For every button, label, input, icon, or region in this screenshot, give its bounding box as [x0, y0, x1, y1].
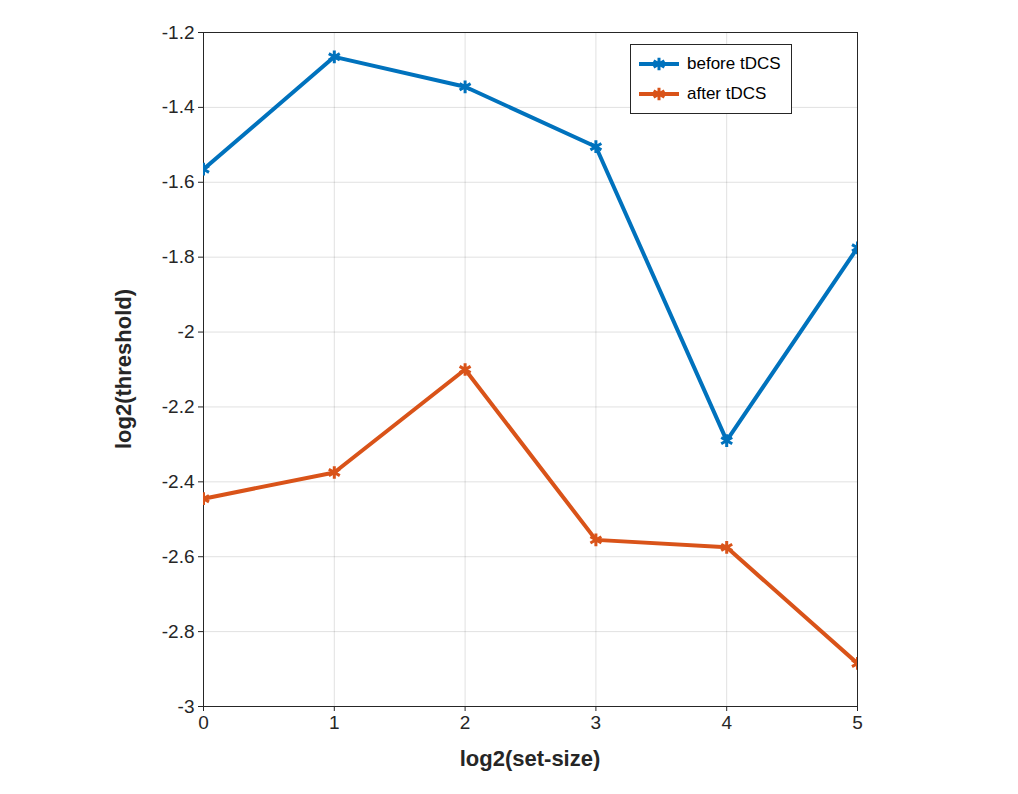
svg-text:-1.4: -1.4 [162, 96, 195, 117]
svg-text:-2.2: -2.2 [162, 396, 195, 417]
svg-text:-2: -2 [178, 321, 195, 342]
svg-text:-1.2: -1.2 [162, 22, 195, 43]
html-text:before tDCS: before tDCS [687, 54, 781, 73]
svg-text:-3: -3 [178, 696, 195, 717]
svg-text:log2(threshold): log2(threshold) [111, 289, 136, 449]
svg-text:0: 0 [198, 712, 209, 733]
svg-text:2: 2 [460, 712, 471, 733]
svg-text:-2.6: -2.6 [162, 546, 195, 567]
svg-text:-2.4: -2.4 [162, 471, 195, 492]
svg-text:-2.8: -2.8 [162, 621, 195, 642]
svg-text:4: 4 [721, 712, 732, 733]
svg-text:1: 1 [329, 712, 340, 733]
svg-text:3: 3 [591, 712, 602, 733]
svg-text:-1.6: -1.6 [162, 171, 195, 192]
html-text:after tDCS: after tDCS [687, 84, 767, 103]
svg-text:-1.8: -1.8 [162, 246, 195, 267]
svg-text:log2(set-size): log2(set-size) [460, 746, 601, 771]
svg-text:5: 5 [852, 712, 863, 733]
